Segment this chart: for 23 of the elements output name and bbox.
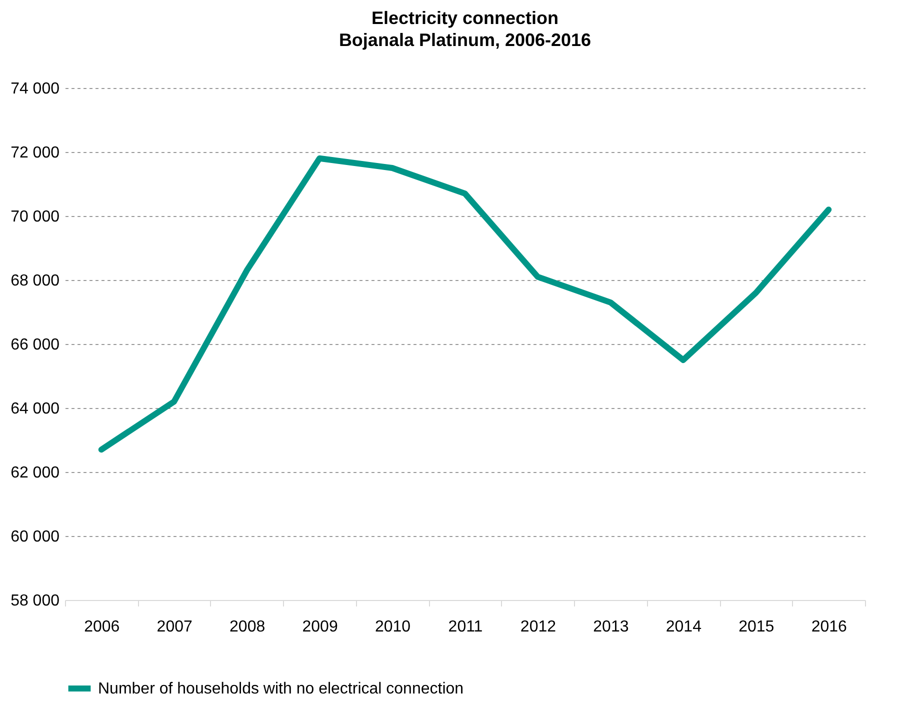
x-tick-label: 2011 [448,618,483,636]
y-tick-label: 58 000 [10,592,60,610]
x-tick-label: 2009 [302,618,338,636]
chart-title: Electricity connection [371,8,559,28]
x-tick-label: 2006 [84,618,120,636]
x-tick-label: 2012 [520,618,556,636]
y-tick-label: 60 000 [10,528,60,546]
x-tick-label: 2013 [593,618,629,636]
y-tick-label: 68 000 [10,272,60,290]
x-tick-label: 2015 [738,618,774,636]
y-tick-label: 70 000 [10,208,60,226]
x-tick-label: 2008 [230,618,266,636]
chart-subtitle: Bojanala Platinum, 2006-2016 [338,30,592,50]
y-tick-label: 64 000 [10,400,60,418]
x-tick-label: 2010 [374,618,411,636]
x-tick-label: 2016 [811,618,848,636]
x-tick-label: 2014 [666,618,702,636]
y-tick-label: 74 000 [10,80,60,98]
x-tick-label: 2007 [156,618,192,636]
legend-label: Number of households with no electrical connection [98,680,464,698]
y-tick-label: 66 000 [10,336,60,354]
y-tick-label: 72 000 [10,144,60,162]
y-tick-label: 62 000 [10,464,60,482]
